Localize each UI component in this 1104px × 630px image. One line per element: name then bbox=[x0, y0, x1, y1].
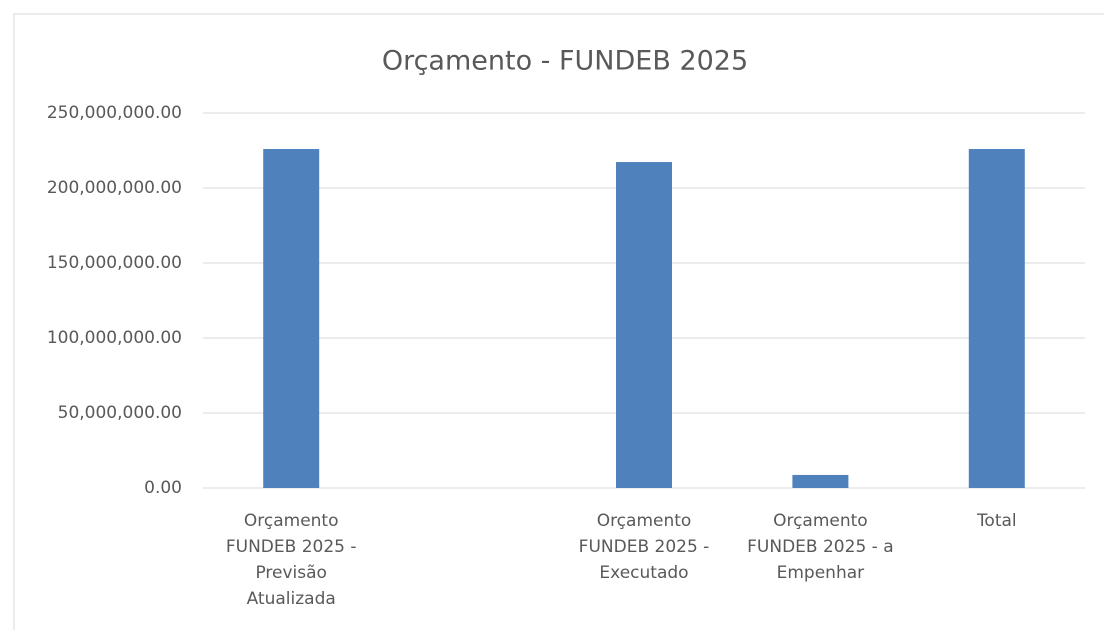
chart-title: Orçamento - FUNDEB 2025 bbox=[382, 46, 748, 77]
bar bbox=[263, 149, 320, 488]
chart-border bbox=[13, 13, 1104, 630]
y-tick-label: 0.00 bbox=[144, 478, 182, 498]
bar bbox=[792, 474, 849, 488]
y-tick-label: 150,000,000.00 bbox=[47, 253, 182, 273]
x-tick-label: Orçamento FUNDEB 2025 - a Empenhar bbox=[747, 511, 894, 583]
y-tick-label: 250,000,000.00 bbox=[47, 103, 182, 123]
y-tick-label: 50,000,000.00 bbox=[58, 403, 182, 423]
bar bbox=[968, 149, 1025, 488]
x-tick-label: Orçamento FUNDEB 2025 - Executado bbox=[578, 511, 710, 583]
x-tick-label: Total bbox=[976, 511, 1017, 531]
x-tick-label: Orçamento FUNDEB 2025 - Previsão Atualiz… bbox=[225, 511, 357, 609]
y-tick-label: 100,000,000.00 bbox=[47, 328, 182, 348]
y-tick-label: 200,000,000.00 bbox=[47, 178, 182, 198]
bar bbox=[616, 162, 672, 489]
